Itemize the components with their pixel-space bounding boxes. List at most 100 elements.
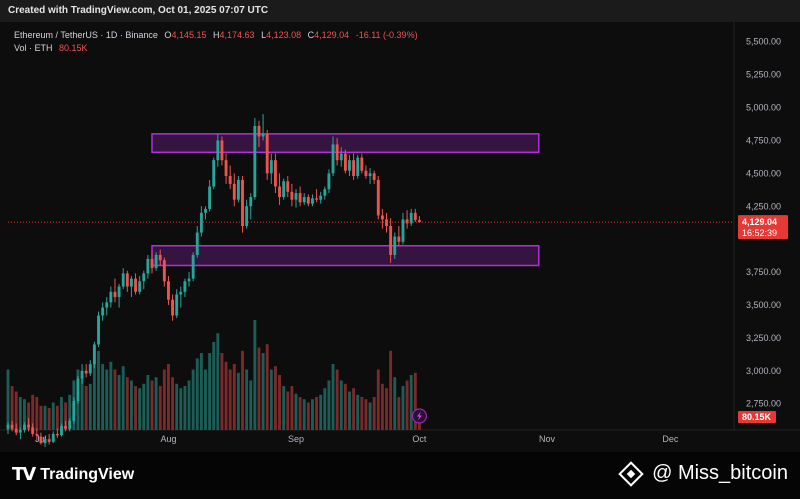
price-zone-box: [151, 133, 540, 154]
volume-bar: [92, 361, 96, 430]
candle-body: [228, 175, 232, 184]
volume-bar: [195, 358, 199, 430]
volume-bar: [360, 397, 364, 430]
volume-bar: [117, 375, 121, 430]
legend-open-value: 4,145.15: [171, 30, 207, 40]
candle-body: [352, 160, 356, 176]
candle-body: [232, 183, 236, 200]
volume-bar: [413, 372, 417, 430]
volume-bar: [51, 402, 55, 430]
volume-bar: [6, 369, 10, 430]
volume-bar: [134, 386, 137, 430]
volume-bar: [385, 388, 388, 430]
y-tick-label: 3,250.00: [746, 333, 781, 343]
volume-bar: [68, 394, 72, 430]
volume-tag-label: 80.15K: [742, 412, 772, 422]
volume-bar: [146, 375, 150, 430]
candle-body: [376, 179, 380, 216]
candle-body: [261, 133, 265, 137]
candle-body: [51, 433, 55, 442]
volume-bar: [35, 397, 39, 430]
volume-bar: [348, 391, 351, 430]
y-tick-label: 4,500.00: [746, 168, 781, 178]
volume-bar: [10, 386, 14, 430]
volume-bar: [55, 405, 59, 430]
volume-bar: [286, 391, 290, 430]
candle-body: [68, 420, 72, 429]
legend-ohlc-row: Ethereum / TetherUS · 1D · Binance O4,14…: [14, 29, 422, 42]
volume-bar: [47, 408, 51, 430]
candle-body: [401, 219, 405, 242]
volume-bar: [158, 386, 162, 430]
candle-body: [257, 125, 261, 137]
volume-bar: [142, 383, 146, 430]
candle-body: [6, 424, 10, 429]
candle-body: [372, 173, 376, 180]
candle-body: [236, 179, 240, 200]
candle-body: [117, 286, 121, 298]
volume-bar: [352, 388, 356, 430]
candle-body: [389, 226, 393, 255]
candle-body: [220, 140, 224, 161]
volume-bar: [84, 386, 88, 430]
volume-bar: [216, 333, 220, 430]
volume-bar: [228, 369, 232, 430]
candle-body: [187, 278, 191, 282]
volume-bar: [302, 399, 306, 430]
candle-body: [413, 212, 417, 221]
volume-bar: [278, 375, 281, 430]
volume-bar: [97, 350, 100, 430]
volume-bar: [60, 397, 63, 430]
volume-bar: [282, 386, 286, 430]
candle-body: [253, 125, 257, 198]
y-tick-label: 2,750.00: [746, 399, 781, 409]
volume-bar: [319, 394, 323, 430]
legend-symbol[interactable]: Ethereum / TetherUS · 1D · Binance: [14, 30, 158, 40]
legend-volume-label[interactable]: Vol · ETH: [14, 43, 53, 53]
volume-bar: [208, 353, 212, 430]
volume-bar: [138, 388, 142, 430]
volume-bar: [232, 364, 236, 430]
tradingview-logo[interactable]: TV TradingView: [12, 464, 134, 485]
volume-bar: [273, 366, 277, 430]
candle-body: [208, 186, 212, 209]
candle-body: [417, 220, 421, 223]
volume-bar: [257, 347, 261, 430]
candle-body: [179, 291, 183, 295]
volume-bar: [368, 402, 372, 430]
candle-body: [109, 291, 113, 303]
candle-body: [311, 198, 314, 204]
candle-body: [23, 424, 26, 430]
candle-body: [269, 160, 273, 174]
candle-body: [14, 428, 18, 433]
candle-body: [31, 427, 35, 434]
volume-bar: [265, 344, 269, 430]
y-tick-label: 5,500.00: [746, 37, 781, 47]
legend-volume-value: 80.15K: [59, 43, 88, 53]
volume-bar: [199, 353, 203, 430]
volume-bar: [121, 366, 125, 430]
legend-volume-row: Vol · ETH 80.15K: [14, 42, 422, 55]
volume-bar: [80, 375, 84, 430]
candle-body: [360, 157, 364, 171]
candle-body: [64, 426, 68, 429]
legend-close-label: C: [307, 30, 315, 40]
candle-body: [323, 189, 327, 196]
y-tick-label: 4,750.00: [746, 135, 781, 145]
legend-change: -16.11 (-0.39%): [355, 30, 418, 40]
volume-bar: [23, 399, 26, 430]
volume-bar: [401, 386, 405, 430]
volume-bar: [236, 372, 240, 430]
price-chart[interactable]: 5,500.00 5,250.00 5,000.00 4,750.00 4,500.00…: [0, 22, 800, 452]
candle-body: [282, 181, 286, 198]
candle-body: [364, 170, 368, 176]
legend-high-label: H: [213, 30, 220, 40]
legend-high-value: 4,174.63: [219, 30, 255, 40]
candle-body: [167, 281, 170, 300]
volume-bar: [241, 350, 244, 430]
candle-body: [101, 307, 105, 316]
volume-bar: [409, 375, 413, 430]
candle-body: [290, 191, 294, 200]
candle-body: [273, 160, 277, 187]
candle-body: [212, 160, 216, 187]
